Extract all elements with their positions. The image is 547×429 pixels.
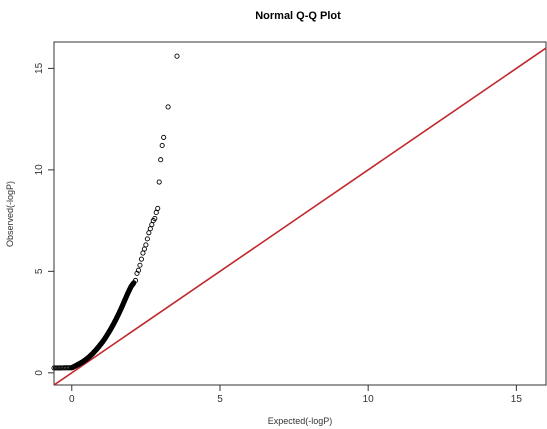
x-tick-label: 15: [511, 394, 523, 405]
plot-frame: [53, 41, 547, 386]
x-tick-label: 0: [69, 394, 75, 405]
data-point: [161, 134, 167, 140]
data-point: [165, 104, 171, 110]
data-point: [67, 365, 73, 371]
data-point: [147, 226, 153, 232]
y-tick-label: 15: [34, 62, 45, 74]
data-point: [152, 216, 158, 222]
y-tick-label: 5: [34, 268, 45, 274]
data-point: [138, 256, 144, 262]
y-tick-label: 10: [34, 164, 45, 176]
data-point: [149, 222, 155, 228]
data-point: [144, 236, 150, 242]
data-point: [156, 179, 162, 185]
x-axis: 0 5 10 15: [69, 385, 522, 405]
data-point: [143, 242, 149, 248]
data-point: [132, 277, 139, 284]
y-axis: 0 5 10 15: [34, 62, 54, 376]
data-point: [155, 205, 161, 211]
x-tick-label: 10: [363, 394, 375, 405]
data-point: [146, 230, 152, 236]
data-point: [153, 209, 159, 216]
x-tick-label: 5: [217, 394, 223, 405]
data-point: [69, 365, 75, 371]
data-point: [174, 53, 180, 59]
data-point: [158, 157, 164, 163]
data-points: [51, 53, 180, 371]
data-point: [140, 250, 146, 256]
data-point: [137, 262, 143, 268]
data-point: [159, 142, 165, 149]
data-point: [135, 267, 142, 273]
y-tick-label: 0: [34, 370, 45, 376]
data-point: [66, 365, 72, 371]
reference-line: [53, 47, 547, 386]
y-axis-label: Observed(-logP): [5, 181, 15, 247]
x-axis-label: Expected(-logP): [268, 416, 333, 426]
chart-title: Normal Q-Q Plot: [255, 10, 341, 22]
data-point: [141, 246, 147, 252]
